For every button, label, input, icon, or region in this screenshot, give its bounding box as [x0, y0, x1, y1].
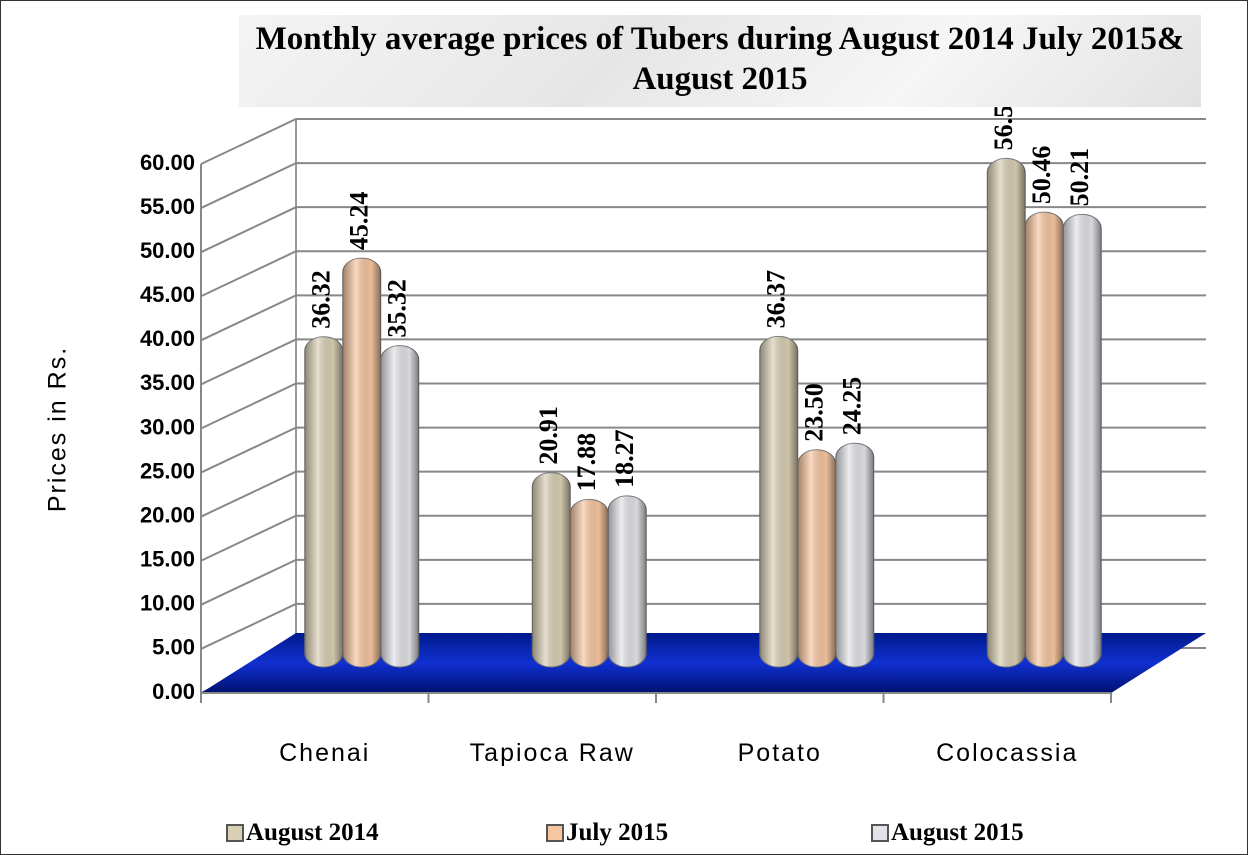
grid-line [200, 162, 1206, 209]
y-tick-label: 10.00 [140, 591, 195, 616]
data-label: 50.46 [1027, 146, 1056, 205]
grid-line [200, 558, 1206, 606]
y-tick-label: 60.00 [140, 150, 195, 175]
data-label: 23.50 [800, 383, 829, 442]
data-label: 20.91 [534, 406, 563, 465]
y-tick-label: 45.00 [140, 282, 195, 307]
y-tick-label: 5.00 [152, 635, 195, 660]
grid-line [200, 338, 1206, 386]
legend-swatch [546, 824, 564, 842]
data-label: 24.25 [838, 377, 867, 436]
y-tick-label: 0.00 [152, 679, 195, 704]
floor [201, 633, 1206, 693]
grid-line [200, 250, 1206, 298]
bar-shade [532, 472, 571, 667]
y-tick-label: 30.00 [140, 414, 195, 439]
bar-shade [570, 499, 609, 667]
data-label: 17.88 [572, 433, 601, 492]
legend-swatch [871, 824, 889, 842]
data-label: 50.21 [1065, 148, 1094, 207]
grid-line [200, 426, 1206, 474]
bar-shade [1063, 214, 1102, 667]
legend-label: August 2015 [891, 819, 1024, 846]
legend-swatch [226, 824, 244, 842]
bar-shade [304, 336, 343, 667]
data-label: 18.27 [610, 429, 639, 488]
bar-shade [987, 158, 1026, 667]
data-label: 35.32 [383, 279, 412, 338]
legend-label: August 2014 [246, 819, 379, 846]
grid-line [200, 470, 1206, 518]
grid-line [200, 206, 1206, 254]
grid-line [200, 118, 1206, 165]
y-tick-label: 50.00 [140, 238, 195, 263]
y-axis-label: Prices in Rs. [44, 346, 72, 512]
grid-line [200, 382, 1206, 430]
y-tick-label: 40.00 [140, 326, 195, 351]
legend-item: July 2015 [546, 819, 668, 847]
data-label: 36.37 [762, 270, 791, 329]
x-tick-label: Colocassia [936, 739, 1079, 767]
bar-shade [380, 345, 419, 667]
bar-shade [1025, 212, 1064, 667]
grid-line [200, 294, 1206, 342]
bar-shade [835, 443, 874, 667]
legend-item: August 2014 [226, 819, 379, 847]
legend-item: August 2015 [871, 819, 1024, 847]
x-tick-label: Potato [737, 739, 822, 767]
y-tick-label: 25.00 [140, 458, 195, 483]
y-tick-label: 15.00 [140, 547, 195, 572]
x-tick-label: Tapioca Raw [469, 739, 635, 767]
grid-line [200, 602, 1206, 650]
data-label: 45.24 [345, 192, 374, 251]
grid-line [200, 514, 1206, 562]
x-tick-label: Chenai [279, 739, 371, 767]
y-tick-label: 55.00 [140, 194, 195, 219]
legend-label: July 2015 [566, 819, 669, 846]
bar-shade [342, 258, 381, 667]
chart-title: Monthly average prices of Tubers during … [239, 15, 1201, 107]
bar-shade [797, 449, 836, 667]
y-tick-label: 35.00 [140, 370, 195, 395]
bar-shade [759, 336, 798, 667]
bar-shade [608, 495, 647, 667]
data-label: 36.32 [307, 270, 336, 329]
y-tick-label: 20.00 [140, 502, 195, 527]
